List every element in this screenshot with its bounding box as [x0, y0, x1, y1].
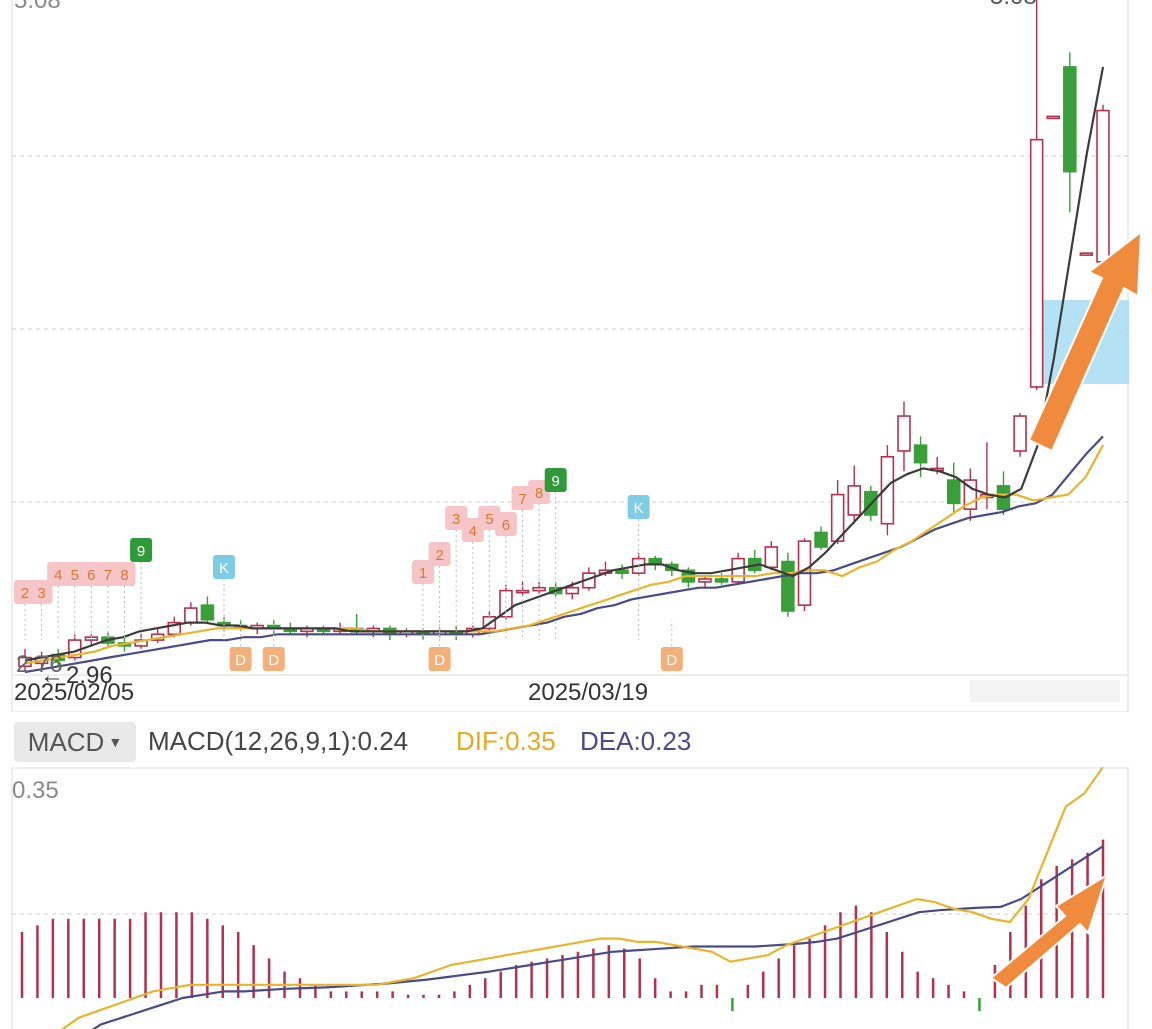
- date-mid-label: 2025/03/19: [528, 679, 648, 706]
- sequence-marker-text: 1: [419, 565, 427, 582]
- candle[interactable]: [200, 604, 215, 621]
- candle[interactable]: [1046, 115, 1061, 120]
- sequence-marker-text: 8: [120, 567, 128, 584]
- candle[interactable]: [764, 546, 779, 569]
- sequence-marker[interactable]: [544, 468, 567, 492]
- indicator-selector[interactable]: MACD ▼: [14, 722, 136, 762]
- candle[interactable]: [731, 557, 745, 583]
- sequence-marker[interactable]: [30, 580, 53, 604]
- candle[interactable]: [880, 455, 895, 525]
- sequence-marker[interactable]: [627, 495, 650, 519]
- candle[interactable]: [615, 569, 629, 574]
- sequence-marker[interactable]: [229, 647, 252, 671]
- watermark-strip: [970, 680, 1120, 702]
- price-top-label: 5.08: [14, 0, 61, 14]
- ma-line-navy: [24, 435, 1104, 674]
- candle[interactable]: [781, 560, 795, 612]
- price-low-arrow-icon: ←: [40, 662, 64, 689]
- sequence-marker[interactable]: [14, 580, 36, 604]
- sequence-marker-text: D: [268, 652, 279, 669]
- price-low-left-label: 2.76: [16, 651, 63, 678]
- candle[interactable]: [714, 578, 729, 583]
- sequence-marker[interactable]: [428, 647, 451, 671]
- sequence-marker[interactable]: [47, 562, 70, 586]
- dif-line: [60, 767, 1104, 1029]
- candle[interactable]: [184, 607, 198, 624]
- price-frame: [11, 0, 1129, 712]
- candle[interactable]: [1079, 252, 1094, 256]
- sequence-marker-text: 3: [452, 511, 460, 528]
- macd-top-label: 0.35: [12, 777, 59, 804]
- sequence-marker-text: 5: [485, 511, 493, 528]
- sequence-marker-text: 4: [469, 523, 477, 540]
- sequence-marker[interactable]: [130, 538, 153, 562]
- sequence-marker[interactable]: [428, 542, 451, 566]
- dif-value: DIF:0.35: [456, 726, 556, 756]
- sequence-marker[interactable]: [445, 506, 468, 530]
- candle[interactable]: [1063, 66, 1077, 173]
- sequence-marker-text: 6: [87, 567, 95, 584]
- sequence-marker[interactable]: [528, 480, 551, 504]
- candle[interactable]: [913, 444, 928, 464]
- macd-trend-arrow-icon: [989, 872, 1109, 990]
- sequence-marker-text: 4: [54, 567, 62, 584]
- sequence-marker[interactable]: [63, 562, 86, 586]
- sequence-marker[interactable]: [96, 562, 119, 586]
- sequence-marker[interactable]: [511, 486, 534, 510]
- macd-frame: [11, 767, 1129, 1029]
- sequence-marker[interactable]: [660, 647, 683, 671]
- indicator-selector-label: MACD: [27, 726, 105, 757]
- sequence-marker-text: 7: [518, 491, 526, 508]
- candle[interactable]: [698, 578, 712, 583]
- price-low-label: 2.96: [66, 662, 113, 689]
- sequence-marker[interactable]: [213, 555, 236, 579]
- candle[interactable]: [847, 485, 862, 516]
- candle[interactable]: [167, 621, 182, 636]
- sequence-marker-text: 6: [502, 517, 510, 534]
- sequence-marker-text: D: [434, 652, 445, 669]
- sequence-marker-text: 2: [21, 585, 29, 602]
- sequence-marker[interactable]: [80, 562, 103, 586]
- candle[interactable]: [1096, 109, 1110, 263]
- sequence-marker-text: 2: [435, 547, 443, 564]
- candle[interactable]: [1029, 138, 1044, 388]
- candle[interactable]: [946, 479, 961, 505]
- candle[interactable]: [963, 479, 978, 510]
- macd-chart[interactable]: 0.35: [0, 767, 1152, 1029]
- sequence-marker-text: 5: [71, 567, 79, 584]
- sequence-marker-text: 9: [137, 543, 145, 560]
- candle[interactable]: [1013, 415, 1027, 452]
- sequence-marker-text: D: [666, 652, 677, 669]
- sequence-marker-text: K: [634, 500, 644, 517]
- dea-value: DEA:0.23: [580, 726, 692, 756]
- sequence-marker[interactable]: [412, 560, 435, 584]
- sequence-marker-text: K: [219, 560, 229, 577]
- macd-value: MACD(12,26,9,1):0.24: [148, 726, 409, 756]
- sequence-marker-text: 7: [104, 567, 112, 584]
- date-start-label: 2025/02/05: [14, 679, 134, 706]
- sequence-marker[interactable]: [461, 518, 484, 542]
- ma-line-yellow: [24, 444, 1104, 665]
- sequence-marker[interactable]: [494, 512, 517, 536]
- chevron-down-icon: ▼: [108, 734, 123, 750]
- sequence-marker-text: 3: [37, 585, 45, 602]
- price-top-right-label: 5.08: [990, 0, 1037, 10]
- sequence-marker-text: 8: [535, 485, 543, 502]
- sequence-marker[interactable]: [262, 647, 285, 671]
- candle[interactable]: [565, 586, 580, 595]
- candle[interactable]: [897, 415, 911, 452]
- sequence-marker-text: 9: [552, 473, 560, 490]
- ma-line-dark: [24, 66, 1105, 662]
- dea-line: [91, 845, 1104, 1029]
- trend-arrow-icon: [1027, 229, 1143, 453]
- candle[interactable]: [814, 531, 828, 548]
- sequence-marker[interactable]: [478, 506, 501, 530]
- sequence-marker[interactable]: [113, 562, 136, 586]
- sequence-marker-text: D: [235, 652, 246, 669]
